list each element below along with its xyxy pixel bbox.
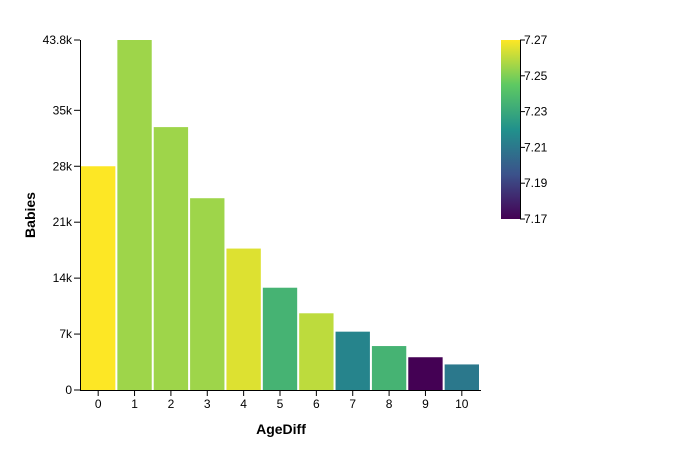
bar-7 xyxy=(335,331,370,390)
x-axis-title: AgeDiff xyxy=(256,421,306,437)
y-tick-label-28k: 28k xyxy=(53,159,73,173)
bars-group xyxy=(81,40,479,390)
x-tick-label-1: 1 xyxy=(131,397,138,411)
y-tick-label-21k: 21k xyxy=(53,215,73,229)
colorbar-tick-label-7.27: 7.27 xyxy=(524,33,548,47)
x-tick-label-2: 2 xyxy=(168,397,175,411)
colorbar-tick-label-7.25: 7.25 xyxy=(524,69,548,83)
y-tick-label-0: 0 xyxy=(65,383,72,397)
colorbar-gradient xyxy=(501,40,521,219)
colorbar-tick-label-7.19: 7.19 xyxy=(524,176,548,190)
x-tick-label-6: 6 xyxy=(313,397,320,411)
bar-10 xyxy=(444,364,479,390)
y-tick-label-7k: 7k xyxy=(59,327,73,341)
bar-4 xyxy=(226,248,261,390)
y-tick-label-14k: 14k xyxy=(53,271,73,285)
bar-3 xyxy=(190,198,225,390)
bar-5 xyxy=(262,287,298,390)
colorbar-tick-label-7.17: 7.17 xyxy=(524,212,548,226)
bar-2 xyxy=(153,127,189,390)
x-tick-label-3: 3 xyxy=(204,397,211,411)
colorbar: 7.27 7.25 7.23 7.21 7.19 7.17 xyxy=(501,33,548,226)
x-tick-label-8: 8 xyxy=(386,397,393,411)
colorbar-tick-label-7.21: 7.21 xyxy=(524,140,548,154)
colorbar-tick-label-7.23: 7.23 xyxy=(524,105,548,119)
bar-9 xyxy=(408,357,443,390)
y-axis-title: Babies xyxy=(22,192,38,238)
x-tick-label-7: 7 xyxy=(349,397,356,411)
x-tick-label-0: 0 xyxy=(95,397,102,411)
bar-0 xyxy=(81,166,116,390)
bar-6 xyxy=(299,313,334,390)
y-axis: 0 7k 14k 21k 28k 35k 43.8k xyxy=(43,33,81,397)
x-axis: 0 1 2 3 4 5 6 7 8 9 10 xyxy=(80,390,481,411)
x-tick-label-9: 9 xyxy=(422,397,429,411)
bar-8 xyxy=(371,346,407,390)
x-tick-label-10: 10 xyxy=(455,397,469,411)
y-tick-label-35k: 35k xyxy=(53,103,73,117)
y-tick-label-43.8k: 43.8k xyxy=(43,33,73,47)
x-tick-label-4: 4 xyxy=(240,397,247,411)
x-tick-label-5: 5 xyxy=(277,397,284,411)
bar-1 xyxy=(117,40,152,390)
